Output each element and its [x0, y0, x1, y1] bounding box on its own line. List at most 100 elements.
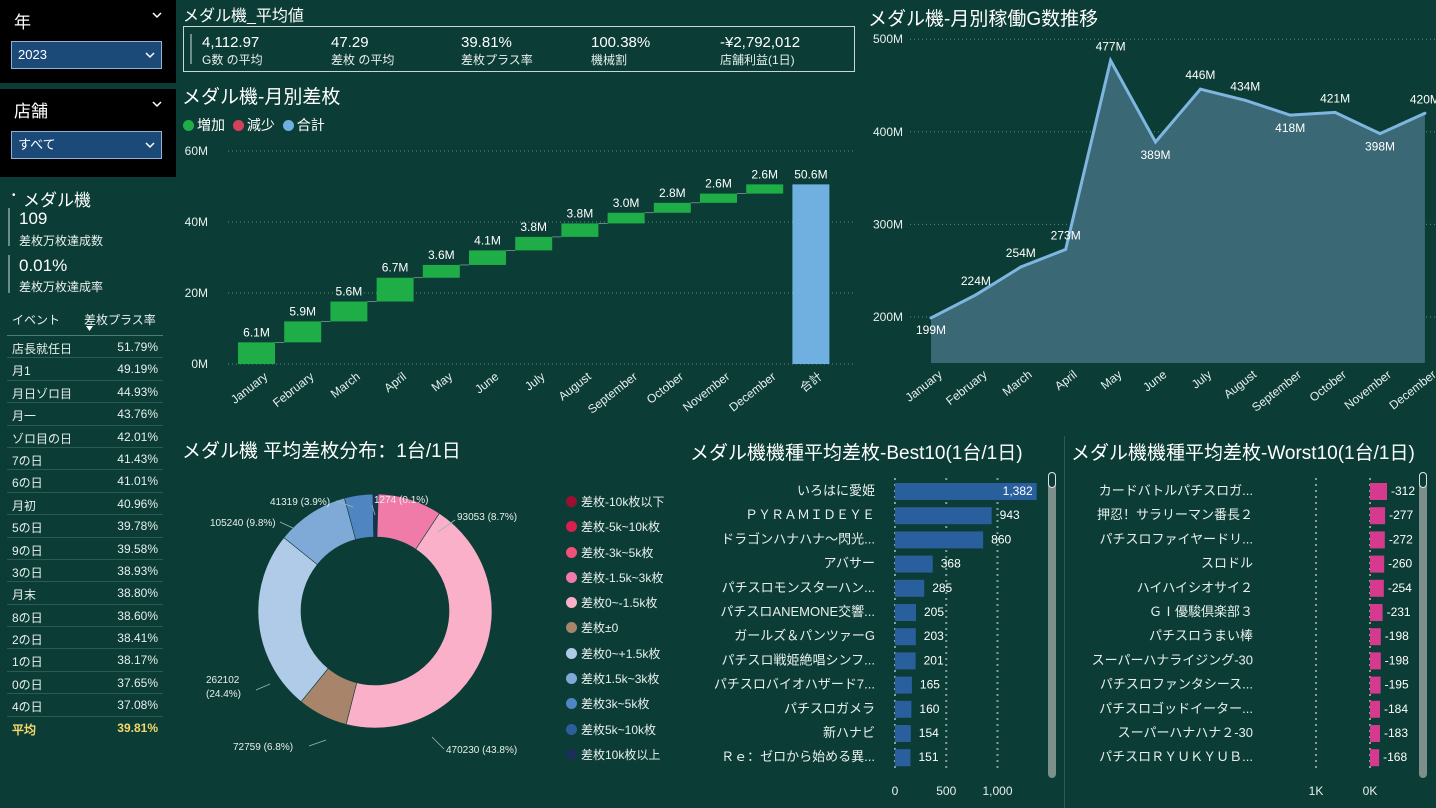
data-label: -272 [1389, 532, 1413, 546]
x-tick-label: November [1342, 367, 1394, 412]
x-tick-label: May [429, 369, 455, 394]
event-rate: 39.78% [117, 519, 158, 534]
data-label: 151 [918, 750, 938, 764]
y-tick-label: 20M [185, 286, 208, 300]
slice-label: (24.4%) [206, 689, 241, 700]
bar [1370, 628, 1381, 646]
y-tick-label: 40M [185, 215, 208, 229]
table-header: イベント 差枚プラス率 [7, 308, 163, 336]
legend-item[interactable]: 差枚0~-1.5k枚 [566, 594, 664, 619]
x-tick-label: February [943, 367, 989, 408]
data-point [974, 293, 978, 297]
legend-item-total[interactable]: 合計 [282, 117, 325, 133]
legend-item-decrease[interactable]: 減少 [232, 117, 275, 133]
column-header-rate[interactable]: 差枚プラス率 [84, 313, 156, 327]
legend-item[interactable]: 差枚-3k~5k枚 [566, 544, 664, 569]
best10-scrollbar[interactable] [1048, 472, 1056, 778]
legend-label: 差枚5k~10k枚 [581, 722, 657, 737]
sort-desc-icon[interactable] [86, 326, 93, 331]
chevron-down-icon[interactable] [152, 99, 162, 109]
year-dropdown[interactable]: 2023 [11, 41, 162, 69]
sidebar: 年 2023 店舗 すべて • メダル機 109 差枚万枚達成数 0.01% 差… [0, 0, 176, 808]
table-row[interactable]: 1の日 38.17% [7, 649, 163, 672]
table-row[interactable]: 月末 38.80% [7, 582, 163, 605]
legend-item[interactable]: 差枚3k~5k枚 [566, 695, 664, 720]
legend-label: 差枚-10k枚以下 [581, 495, 665, 509]
legend-item[interactable]: 差枚-10k枚以下 [566, 493, 664, 518]
table-row[interactable]: 8の日 38.60% [7, 605, 163, 628]
legend-item-increase[interactable]: 増加 [183, 117, 225, 133]
legend-item[interactable]: 差枚1.5k~3k枚 [566, 670, 664, 695]
legend-item[interactable]: 差枚0~+1.5k枚 [566, 645, 664, 670]
table-row[interactable]: 5の日 39.78% [7, 515, 163, 538]
averages-divider [190, 34, 192, 64]
table-row[interactable]: 店長就任日 51.79% [7, 336, 163, 359]
waterfall-bar [515, 236, 553, 251]
table-row[interactable]: ゾロ目の日 42.01% [7, 426, 163, 448]
row-label: ドラゴンハナハナ～閃光... [721, 531, 875, 546]
waterfall-bar [653, 202, 691, 213]
x-tick-label: 0K [1363, 784, 1378, 798]
legend-item[interactable]: 差枚-1.5k~3k枚 [566, 569, 664, 594]
slice-label: 470230 (43.8%) [446, 745, 517, 756]
x-tick-label: August [556, 369, 595, 403]
legend-item[interactable]: 差枚5k~10k枚 [566, 721, 664, 746]
data-label: 434M [1230, 79, 1260, 93]
table-row[interactable]: 月一 43.76% [7, 403, 163, 426]
row-label: 新ハナビ [823, 725, 875, 740]
table-row[interactable]: 9の日 39.58% [7, 538, 163, 560]
legend-dot-icon [566, 748, 577, 760]
table-row[interactable]: 3の日 38.93% [7, 560, 163, 583]
legend-label: 差枚1.5k~3k枚 [581, 672, 660, 687]
legend-item[interactable]: 差枚-5k~10k枚 [566, 518, 664, 543]
column-header-event[interactable]: イベント [12, 313, 61, 327]
legend-dot-icon [566, 521, 577, 533]
table-row[interactable]: 2の日 38.41% [7, 627, 163, 650]
table-row[interactable]: 0の日 37.65% [7, 672, 163, 695]
avg-plus-rate: 39.81% 差枚プラス率 [461, 34, 533, 68]
data-label: 389M [1140, 148, 1170, 162]
x-tick-label: March [1000, 367, 1035, 399]
avg-store-profit: -¥2,792,012 店舗利益(1日) [720, 34, 800, 68]
waterfall-legend: 増加 減少 合計 [183, 115, 325, 135]
worst10-scrollbar[interactable] [1419, 472, 1427, 778]
data-label: -168 [1383, 750, 1407, 764]
y-tick-label: 400M [873, 125, 903, 139]
scroll-thumb[interactable] [1419, 472, 1427, 488]
data-label: 418M [1275, 121, 1305, 135]
waterfall-bar [330, 301, 368, 322]
bar [1370, 652, 1381, 670]
donut-chart: 1274 (0.1%) 93053 (8.7%) 470230 (43.8%) 727… [206, 493, 517, 756]
table-row[interactable]: 4の日 37.08% [7, 694, 163, 717]
legend-item[interactable]: 差枚±0 [566, 619, 664, 644]
x-tick-label: May [1098, 367, 1124, 392]
bar [895, 725, 911, 742]
table-row[interactable]: 月1 49.19% [7, 358, 163, 381]
table-row[interactable]: 7の日 41.43% [7, 448, 163, 471]
row-label: パチスロファイヤードリ... [1100, 531, 1253, 546]
data-label: 273M [1051, 228, 1081, 242]
data-label: 6.7M [382, 261, 409, 275]
chevron-down-icon[interactable] [152, 10, 162, 20]
avg-g-count: 4,112.97 G数 の平均 [202, 34, 263, 68]
avg-label: 差枚プラス率 [461, 53, 533, 67]
event-name: 1の日 [12, 655, 43, 670]
waterfall-bar [238, 342, 275, 364]
row-label: ハイハイシオサイ２ [1137, 580, 1253, 595]
event-table: イベント 差枚プラス率 店長就任日 51.79% 月1 49.19% 月日ゾロ目 44.9… [7, 308, 163, 738]
store-dropdown[interactable]: すべて [11, 131, 162, 159]
event-rate: 38.60% [117, 608, 158, 623]
table-row[interactable]: 月初 40.96% [7, 493, 163, 516]
scroll-thumb[interactable] [1048, 472, 1056, 488]
kpi-rate-value: 0.01% [19, 256, 68, 275]
table-row[interactable]: 6の日 41.01% [7, 470, 163, 493]
series-line [930, 56, 1426, 320]
waterfall-bar [700, 193, 737, 203]
data-label: 254M [1006, 246, 1036, 260]
event-rate: 44.93% [117, 384, 158, 399]
row-label: パチスロガメラ [784, 701, 875, 716]
bar [895, 579, 925, 597]
x-tick-label: 500 [936, 784, 956, 798]
legend-item[interactable]: 差枚10k枚以上 [566, 746, 664, 771]
table-row[interactable]: 月日ゾロ目 44.93% [7, 381, 163, 404]
